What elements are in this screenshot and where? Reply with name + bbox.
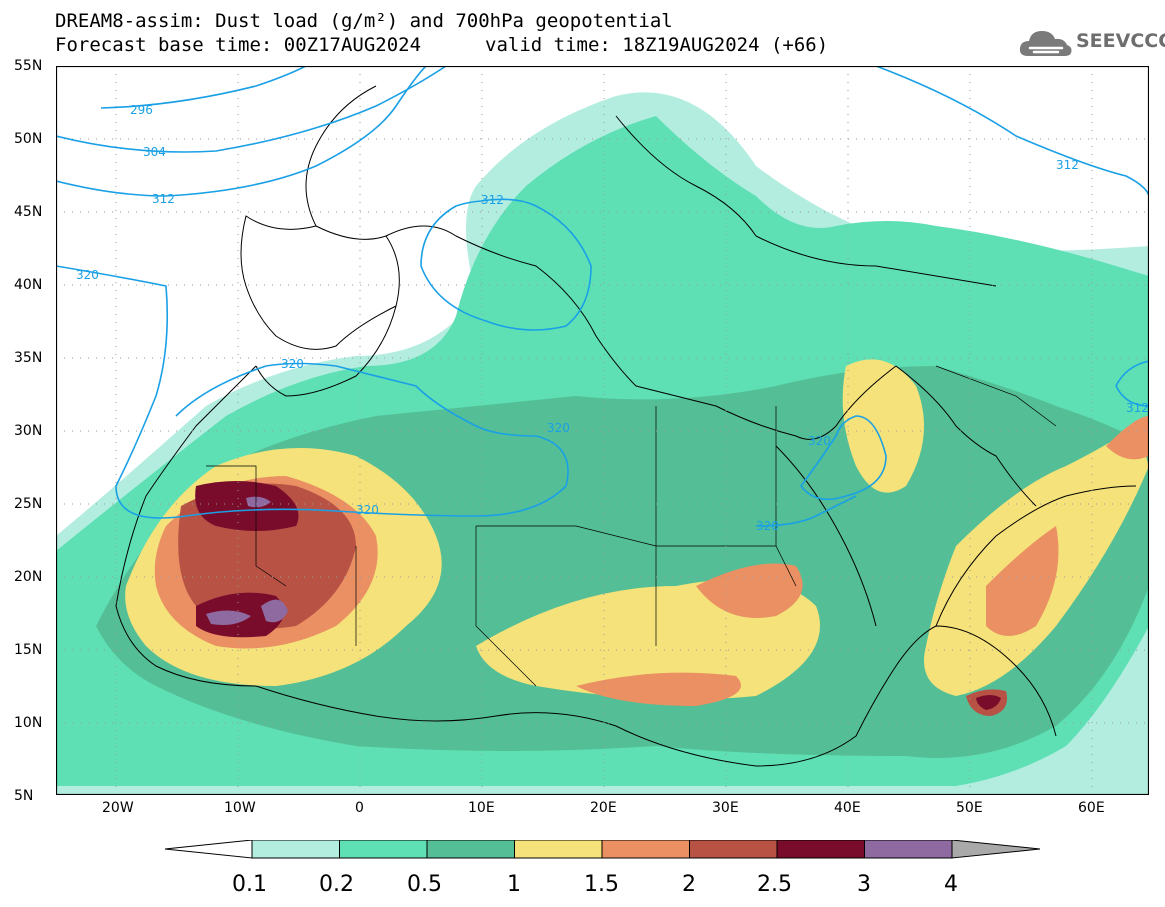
colorbar-low-arrow — [164, 839, 253, 859]
forecast-base-time: Forecast base time: 00Z17AUG2024 — [55, 34, 422, 56]
map-subtitle: Forecast base time: 00Z17AUG2024 valid t… — [55, 34, 828, 100]
colorbar-swatch-2 — [426, 839, 515, 859]
colorbar-swatch-1 — [339, 839, 428, 859]
lon-label-50e: 50E — [956, 800, 983, 816]
colorbar-swatch-7 — [864, 839, 953, 859]
colorbar-label-2: 2 — [682, 872, 696, 897]
colorbar-label-4: 4 — [944, 872, 958, 897]
contour-labels: 296 304 312 320 312 312 320 320 320 320 … — [76, 103, 1149, 533]
lat-label-15n: 15N — [14, 642, 43, 658]
colorbar-swatch-4 — [601, 839, 690, 859]
lon-label-60e: 60E — [1078, 800, 1105, 816]
lat-label-20n: 20N — [14, 569, 43, 585]
geopotential-contours — [56, 66, 1149, 527]
colorbar-swatch-0 — [251, 839, 340, 859]
contour-label-304: 304 — [143, 145, 166, 159]
lat-label-45n: 45N — [14, 204, 43, 220]
colorbar-swatch-5 — [689, 839, 778, 859]
colorbar-svg — [164, 839, 1041, 859]
lon-label-10e: 10E — [468, 800, 495, 816]
dust-load-map: 296 304 312 320 312 312 320 320 320 320 … — [55, 65, 1150, 796]
colorbar-label-0.1: 0.1 — [232, 872, 267, 897]
colorbar-label-2.5: 2.5 — [757, 872, 792, 897]
contour-label-320-sudan: 320 — [756, 519, 779, 533]
contour-label-312-iran: 312 — [1126, 401, 1149, 415]
lat-label-40n: 40N — [14, 277, 43, 293]
colorbar-swatch-3 — [514, 839, 603, 859]
cloud-icon — [1019, 31, 1072, 56]
colorbar — [160, 839, 1045, 880]
lon-label-10w: 10W — [224, 800, 256, 816]
valid-time: valid time: 18Z19AUG2024 (+66) — [485, 34, 829, 56]
lat-label-50n: 50N — [14, 131, 43, 147]
contour-label-312: 312 — [152, 192, 175, 206]
contour-label-312-east: 312 — [1056, 158, 1079, 172]
contour-label-312-italy: 312 — [481, 193, 504, 207]
borders — [206, 365, 1057, 687]
lon-label-0: 0 — [355, 800, 364, 816]
map-border — [55, 65, 1150, 796]
contour-label-320-libya: 320 — [547, 421, 570, 435]
lat-label-30n: 30N — [14, 423, 43, 439]
colorbar-label-3: 3 — [857, 872, 871, 897]
colorbar-swatch-6 — [776, 839, 865, 859]
logo-text: SEEVCCC — [1076, 30, 1165, 52]
contour-label-320-atlas: 320 — [281, 357, 304, 371]
coastlines — [115, 85, 1137, 767]
colorbar-label-1.5: 1.5 — [584, 872, 619, 897]
lon-label-30e: 30E — [712, 800, 739, 816]
colorbar-label-0.2: 0.2 — [319, 872, 354, 897]
lat-label-55n: 55N — [14, 58, 43, 74]
colorbar-label-1: 1 — [507, 872, 521, 897]
colorbar-high-arrow — [951, 839, 1041, 859]
lat-label-35n: 35N — [14, 350, 43, 366]
map-canvas: 296 304 312 320 312 312 320 320 320 320 … — [55, 65, 1150, 796]
lat-label-25n: 25N — [14, 496, 43, 512]
contour-label-320-arabia: 320 — [808, 434, 831, 448]
contour-label-320-sahara: 320 — [356, 503, 379, 517]
lat-label-5n: 5N — [14, 788, 34, 804]
contour-label-296: 296 — [130, 103, 153, 117]
lon-label-20w: 20W — [102, 800, 134, 816]
dust-field-3 — [206, 496, 288, 625]
lon-label-20e: 20E — [590, 800, 617, 816]
seevccc-logo: SEEVCCC — [1018, 26, 1165, 60]
lat-label-10n: 10N — [14, 715, 43, 731]
colorbar-label-0.5: 0.5 — [407, 872, 442, 897]
contour-label-320-west: 320 — [76, 268, 99, 282]
map-title: DREAM8-assim: Dust load (g/m²) and 700hP… — [55, 10, 673, 32]
lon-label-40e: 40E — [834, 800, 861, 816]
